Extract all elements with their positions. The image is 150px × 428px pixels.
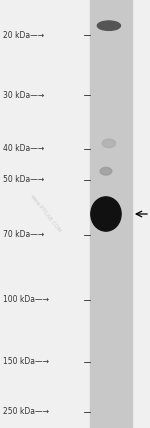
Text: 70 kDa—→: 70 kDa—→	[3, 230, 44, 239]
Ellipse shape	[102, 139, 116, 148]
Text: 40 kDa—→: 40 kDa—→	[3, 144, 44, 154]
Text: 250 kDa—→: 250 kDa—→	[3, 407, 49, 416]
Ellipse shape	[91, 197, 121, 231]
Text: 150 kDa—→: 150 kDa—→	[3, 357, 49, 366]
Ellipse shape	[100, 167, 112, 175]
Text: 30 kDa—→: 30 kDa—→	[3, 90, 44, 100]
Ellipse shape	[97, 21, 120, 30]
Text: www.PTGAB.COM: www.PTGAB.COM	[28, 194, 61, 234]
Text: 50 kDa—→: 50 kDa—→	[3, 175, 44, 184]
Text: 20 kDa—→: 20 kDa—→	[3, 30, 44, 40]
Text: 100 kDa—→: 100 kDa—→	[3, 295, 49, 304]
Bar	[90, 0, 132, 428]
